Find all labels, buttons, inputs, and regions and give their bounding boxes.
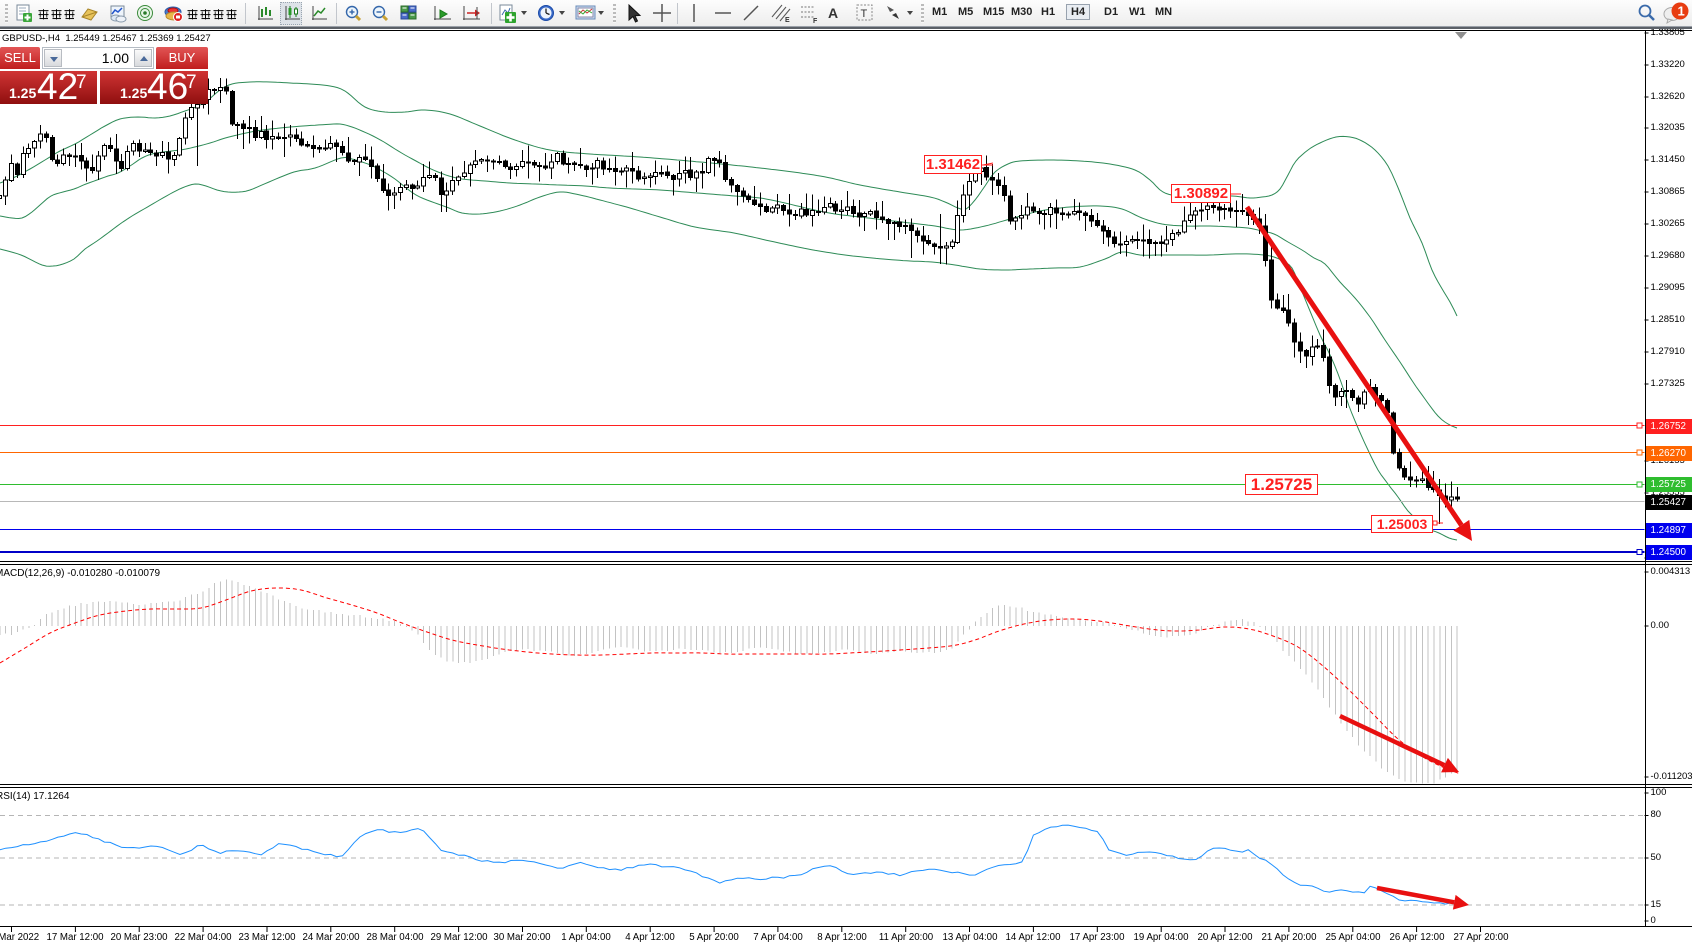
svg-text:1: 1	[1678, 4, 1685, 19]
svg-text:F: F	[813, 18, 818, 25]
svg-text:T: T	[861, 8, 868, 20]
svg-text:E: E	[785, 17, 790, 24]
